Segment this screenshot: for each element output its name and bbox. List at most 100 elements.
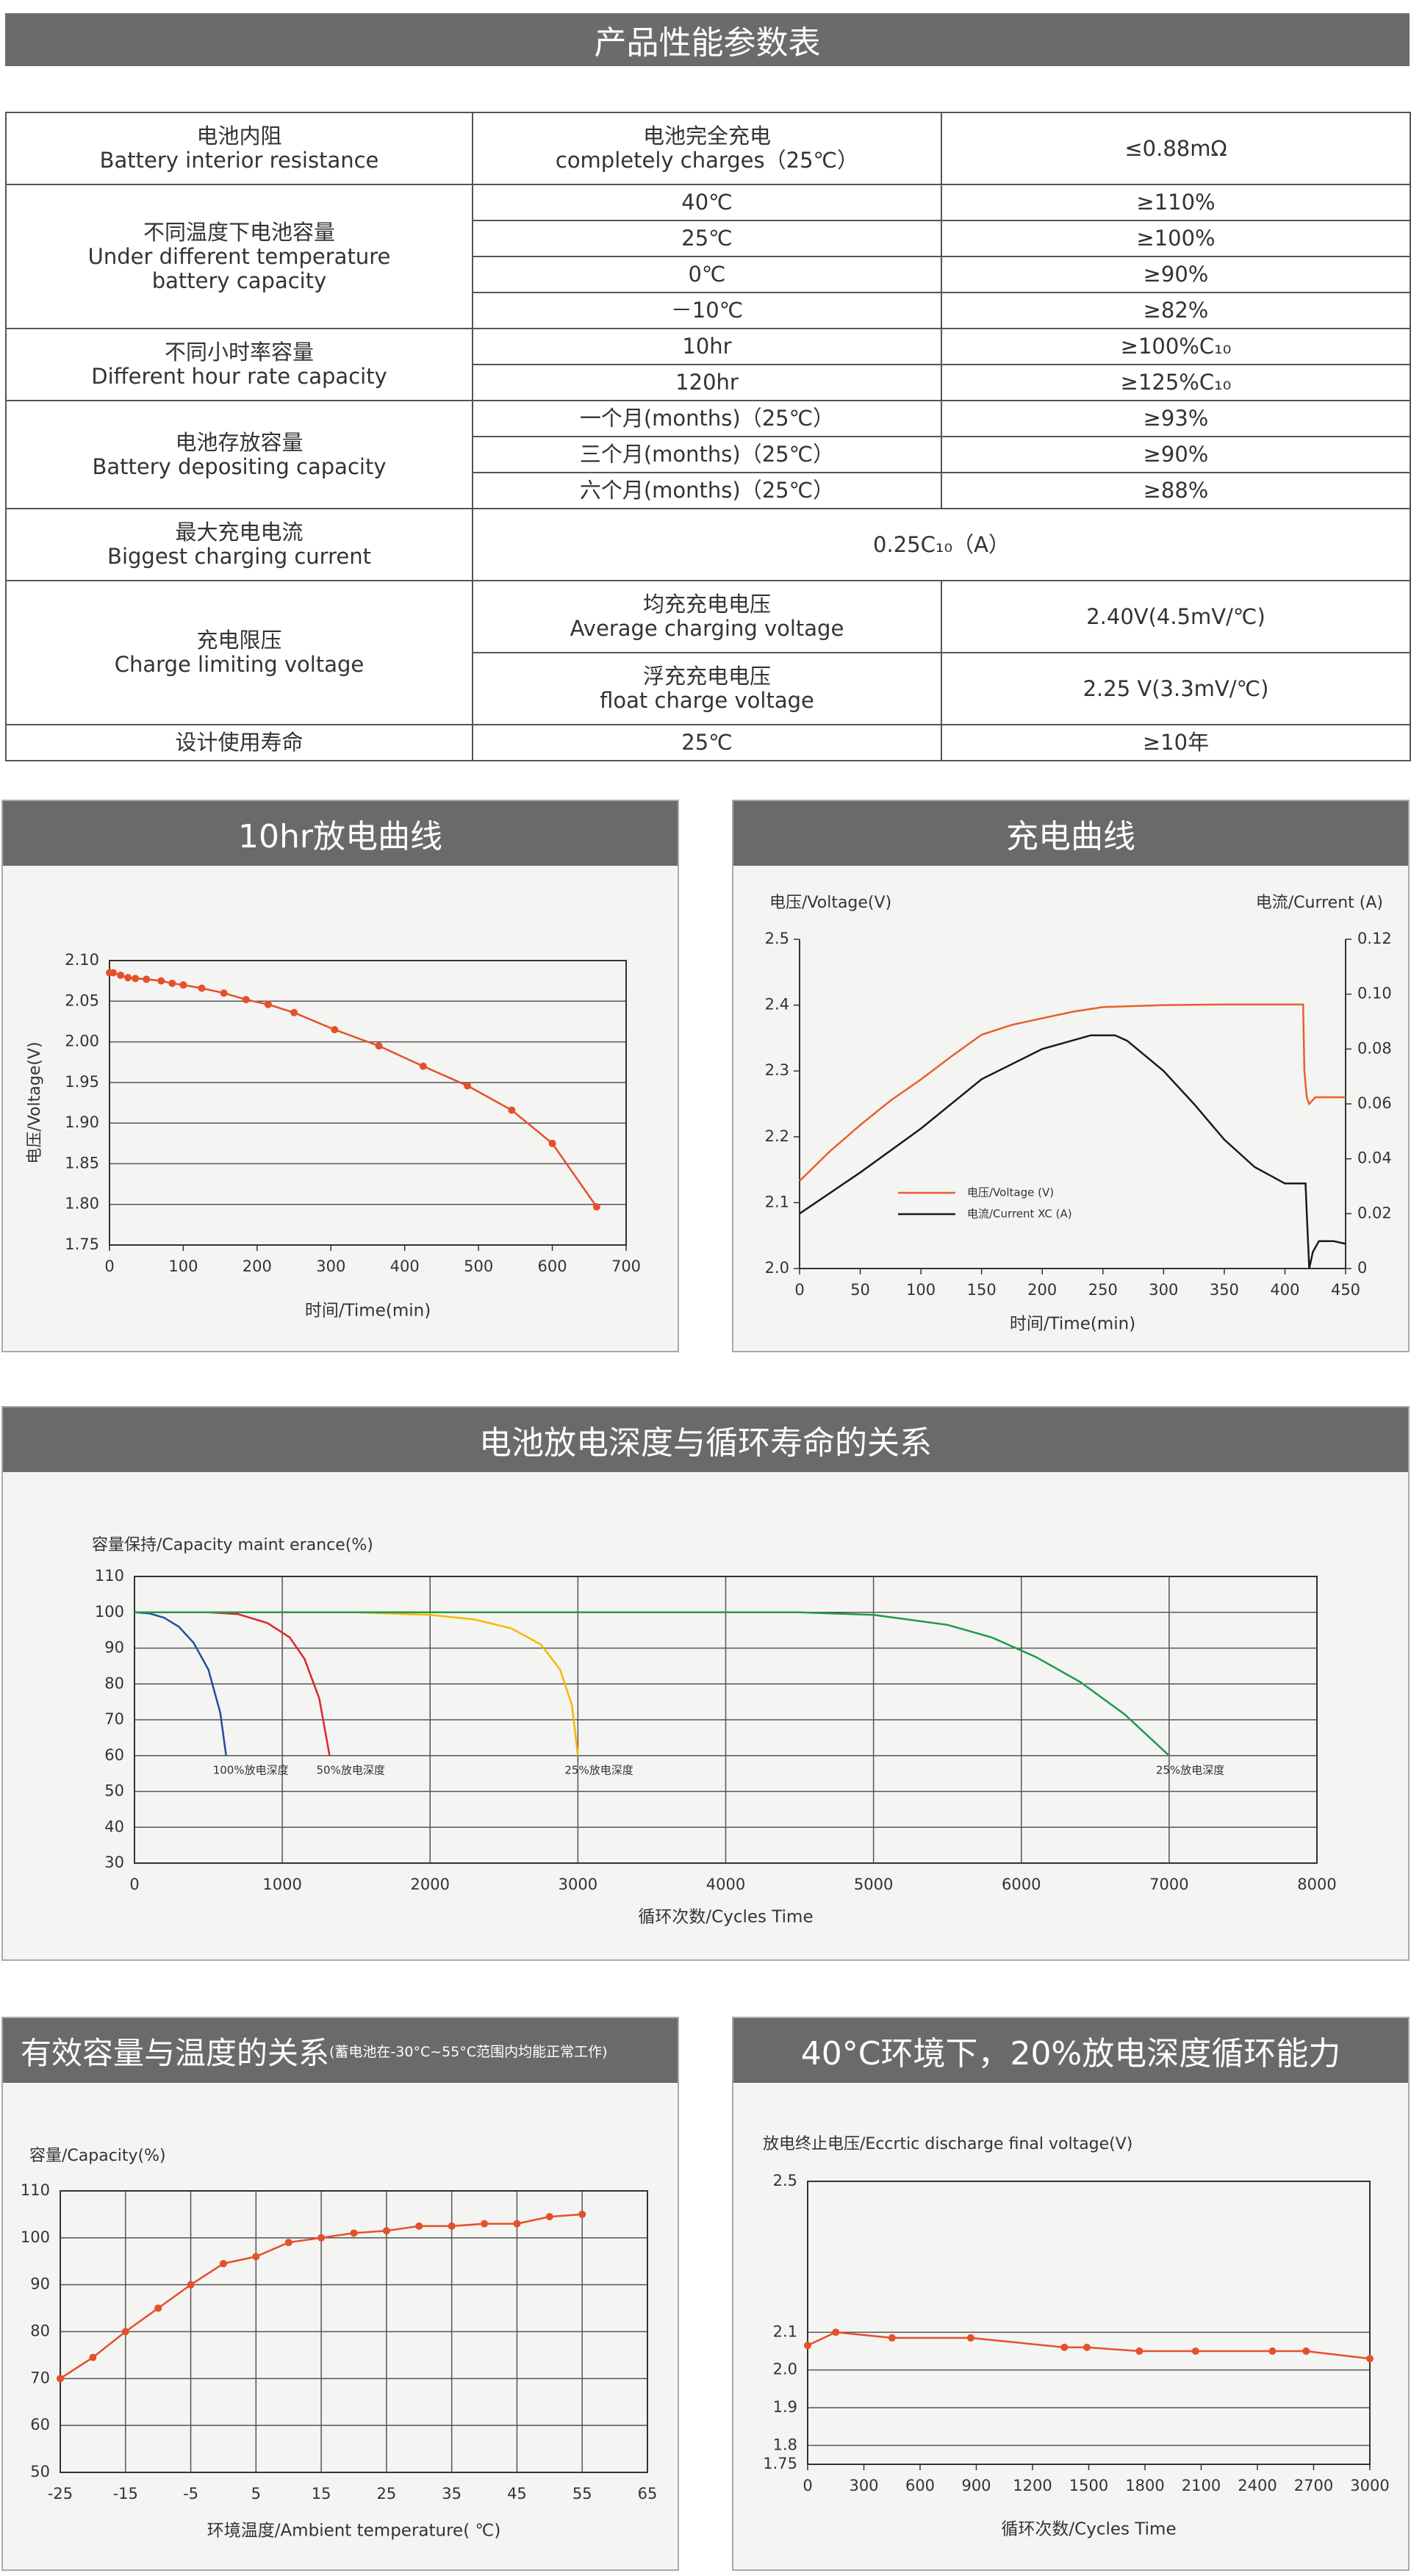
data-point [375,1042,383,1050]
chart: 1.75 1.80 1.85 1.90 1.95 2.00 2.05 2.10 0 100 200 3… [26,951,641,1321]
data-point [220,989,228,997]
page-title: 产品性能参数表 [5,13,1410,66]
data-point [317,2234,326,2242]
x-tick-label: 3000 [559,1876,597,1893]
y-tick-label: 1.95 [65,1073,99,1091]
y-tick-label: 2.05 [65,991,99,1009]
table-cell: 120hr [472,364,942,401]
data-point [187,2281,195,2289]
x-tick-label: 8000 [1297,1876,1336,1893]
chart-title: 电池放电深度与循环寿命的关系 [479,1424,932,1462]
y-axis-label: 放电终止电压/Eccrtic discharge final voltage(V… [763,2135,1132,2153]
chart-title: 40°C环境下，20%放电深度循环能力 [800,2035,1341,2073]
x-tick-label: 55 [572,2485,592,2503]
table-row: 120hr ≥125%C₁₀ [6,364,1411,401]
table-cell: ≥110% [941,184,1411,221]
y-tick-label: 80 [30,2322,50,2340]
x-tick-label: 0 [794,1281,804,1299]
y-tick-label: 30 [104,1854,124,1871]
data-point [219,2259,227,2267]
x-tick-label: 1200 [1013,2477,1052,2494]
series-line [134,1611,1170,1757]
row-label: 不同小时率容量 Different hour rate capacity [5,328,473,401]
table-cell: ≥93% [941,400,1411,437]
plot-frame [134,1576,1318,1864]
y-tick-label: 2.5 [765,930,789,947]
y-tick-label: 2.4 [765,996,789,1013]
chart-panel: 50 60 70 80 90 100 110 -25 -15 -5 5 15 25 35 45 55 65 容量/… [1,2017,679,2571]
data-point [804,2342,811,2350]
data-point [121,2328,129,2336]
data-point [284,2239,292,2247]
data-point [350,2229,358,2237]
y-tick-label: 2.10 [65,951,99,969]
series-line [799,1003,1346,1182]
data-point [198,984,206,992]
x-tick-label: 5000 [854,1876,893,1893]
data-point [1268,2347,1277,2355]
data-point [252,2253,260,2261]
chart: 50 60 70 80 90 100 110 -25 -15 -5 5 15 25 35 45 55 65 容量/… [21,2147,657,2541]
chart: 2.0 2.1 2.2 2.3 2.4 2.5 0 0.02 0.04 0.06 0.08 0.10 0… [765,894,1392,1334]
data-point [124,974,132,982]
y-tick-label: 2.3 [765,1061,789,1079]
plot-frame [807,2181,1371,2465]
chart: 1.75 1.8 1.9 2.0 2.1 2.5 0 300 600 900 1200 1500 180… [763,2135,1390,2539]
table-cell: 电池完全充电 completely charges（25℃） [472,112,942,185]
table-cell: 10hr [472,328,942,365]
x-tick-label: 100 [168,1257,198,1275]
y-tick-label: 2.0 [765,1259,789,1277]
data-point [382,2227,390,2235]
data-point [57,2375,64,2383]
y-tick-label: 80 [104,1674,124,1692]
y-tick-label: 1.85 [65,1154,99,1172]
y-tick-label: 70 [104,1710,124,1728]
plot-frame [109,960,627,1246]
x-axis-label: 循环次数/Cycles Time [1001,2520,1176,2539]
data-point [966,2334,974,2342]
x-tick-label: -25 [48,2485,73,2503]
y2-tick-label: 0.02 [1357,1204,1392,1221]
x-tick-label: 200 [243,1257,272,1275]
chart-panel: 1.75 1.8 1.9 2.0 2.1 2.5 0 300 600 900 1200 1500 180… [732,2017,1410,2571]
x-tick-label: 3000 [1350,2477,1389,2494]
x-axis-label: 时间/Time(min) [305,1302,431,1321]
chart-subtitle: (蓄电池在-30°C~55°C范围内均能正常工作) [329,2043,608,2060]
data-point [1135,2347,1143,2355]
x-tick-label: 100 [906,1281,936,1299]
y2-tick-label: 0.04 [1357,1149,1392,1167]
y-axis-label: 容量保持/Capacity maint erance(%) [92,1536,373,1554]
data-point [179,981,187,989]
chart-panel: 1.75 1.80 1.85 1.90 1.95 2.00 2.05 2.10 0 100 200 3… [1,800,679,1352]
table-row: 25℃ ≥100% [6,220,1411,257]
x-tick-label: 500 [464,1257,493,1275]
data-point [1191,2347,1199,2355]
x-tick-label: 2100 [1182,2477,1221,2494]
x-tick-label: 400 [390,1257,420,1275]
data-point [109,969,118,977]
y-tick-label: 1.8 [773,2436,797,2453]
y-tick-label: 2.5 [773,2172,797,2189]
data-point [132,975,140,983]
chart-title: 10hr放电曲线 [238,818,442,855]
chart: 30 40 50 60 70 80 90 100 110 0 1000 2000 3000 4000 500… [92,1536,1337,1927]
x-tick-label: 900 [961,2477,991,2494]
chart-title: 有效容量与温度的关系 [21,2034,330,2071]
y-axis-label: 电压/Voltage(V) [26,1041,44,1163]
y-tick-label: 1.80 [65,1195,99,1213]
table-cell: ≥90% [941,436,1411,473]
data-point [157,977,165,985]
x-tick-label: 1000 [262,1876,301,1893]
table-cell: 六个月(months)（25℃） [472,472,942,509]
data-point [331,1025,339,1033]
y-tick-label: 60 [104,1746,124,1764]
legend-label: 电压/Voltage (V) [967,1186,1054,1199]
table-cell: ≥125%C₁₀ [941,364,1411,401]
table-cell: 2.40V(4.5mV/℃) [941,580,1411,653]
chart-panel: 30 40 50 60 70 80 90 100 110 0 1000 2000 3000 4000 500… [1,1406,1410,1961]
x-tick-label: 2000 [411,1876,450,1893]
table-row: 设计使用寿命 25℃ ≥10年 [5,724,1411,761]
y-tick-label: 2.2 [765,1127,789,1145]
series-label: 25%放电深度 [1156,1763,1224,1776]
